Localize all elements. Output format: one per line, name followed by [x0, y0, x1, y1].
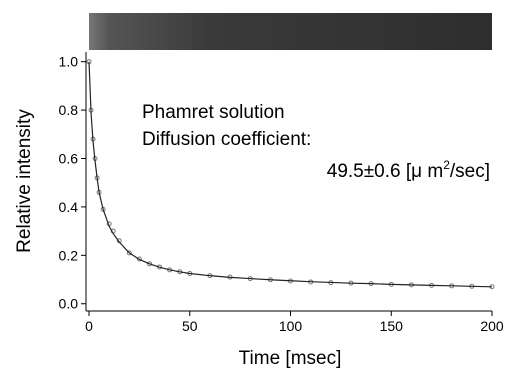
y-tick-label: 0.4 — [59, 199, 79, 215]
y-axis-label: Relative intensity — [14, 109, 35, 253]
y-tick-label: 0.8 — [59, 102, 79, 118]
x-axis-label: Time [msec] — [239, 348, 342, 369]
y-tick-label: 1.0 — [59, 54, 79, 70]
x-tick-label: 50 — [182, 318, 198, 334]
y-tick-label: 0.6 — [59, 151, 79, 167]
x-tick-label: 0 — [85, 318, 93, 334]
annotation: 49.5±0.6 [μ m2/sec] — [327, 158, 490, 182]
y-tick-label: 0.0 — [59, 296, 79, 312]
y-tick-label: 0.2 — [59, 247, 79, 263]
chart: Time [msec] Relative intensity Phamret s… — [0, 0, 511, 371]
annotation: Phamret solution — [142, 102, 285, 123]
x-tick-label: 100 — [279, 318, 303, 334]
image-strip — [89, 13, 492, 50]
annotation: Diffusion coefficient: — [142, 129, 311, 150]
x-tick-label: 200 — [480, 318, 504, 334]
x-tick-label: 150 — [380, 318, 404, 334]
